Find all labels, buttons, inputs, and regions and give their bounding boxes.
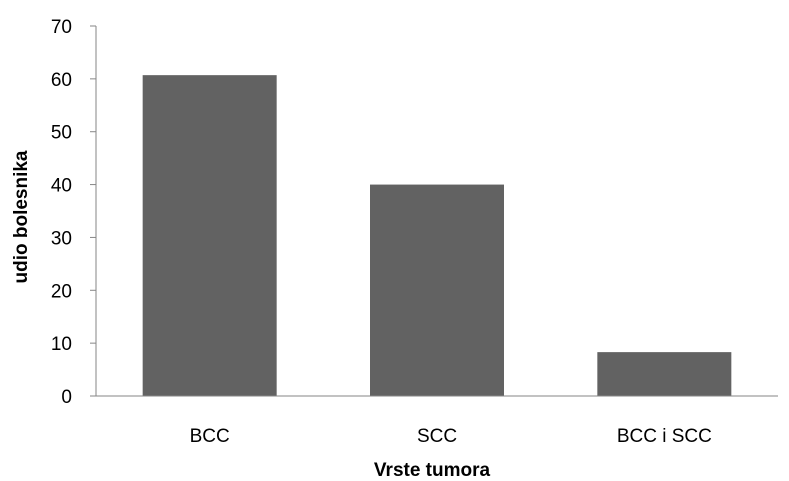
x-tick-label: BCC i SCC — [617, 426, 712, 447]
bars — [142, 75, 732, 397]
y-tick-label: 60 — [51, 70, 72, 91]
bar — [142, 75, 277, 397]
y-tick-label: 40 — [51, 176, 72, 197]
y-tick-label: 10 — [51, 334, 72, 355]
y-tick-label: 50 — [51, 123, 72, 144]
y-tick-label: 70 — [51, 17, 72, 38]
y-tick-label: 20 — [51, 281, 72, 302]
x-tick-label: BCC — [190, 426, 230, 447]
y-axis-ticks: 0 10 20 30 40 50 60 70 — [51, 17, 96, 408]
x-tick-label: SCC — [417, 426, 457, 447]
y-axis-title: udio bolesnika — [11, 150, 32, 283]
x-axis-title: Vrste tumora — [374, 460, 491, 481]
y-tick-label: 0 — [61, 387, 72, 408]
y-tick-label: 30 — [51, 228, 72, 249]
bar — [597, 352, 732, 396]
x-axis-ticks: BCC SCC BCC i SCC — [190, 426, 712, 447]
bar — [370, 184, 504, 396]
